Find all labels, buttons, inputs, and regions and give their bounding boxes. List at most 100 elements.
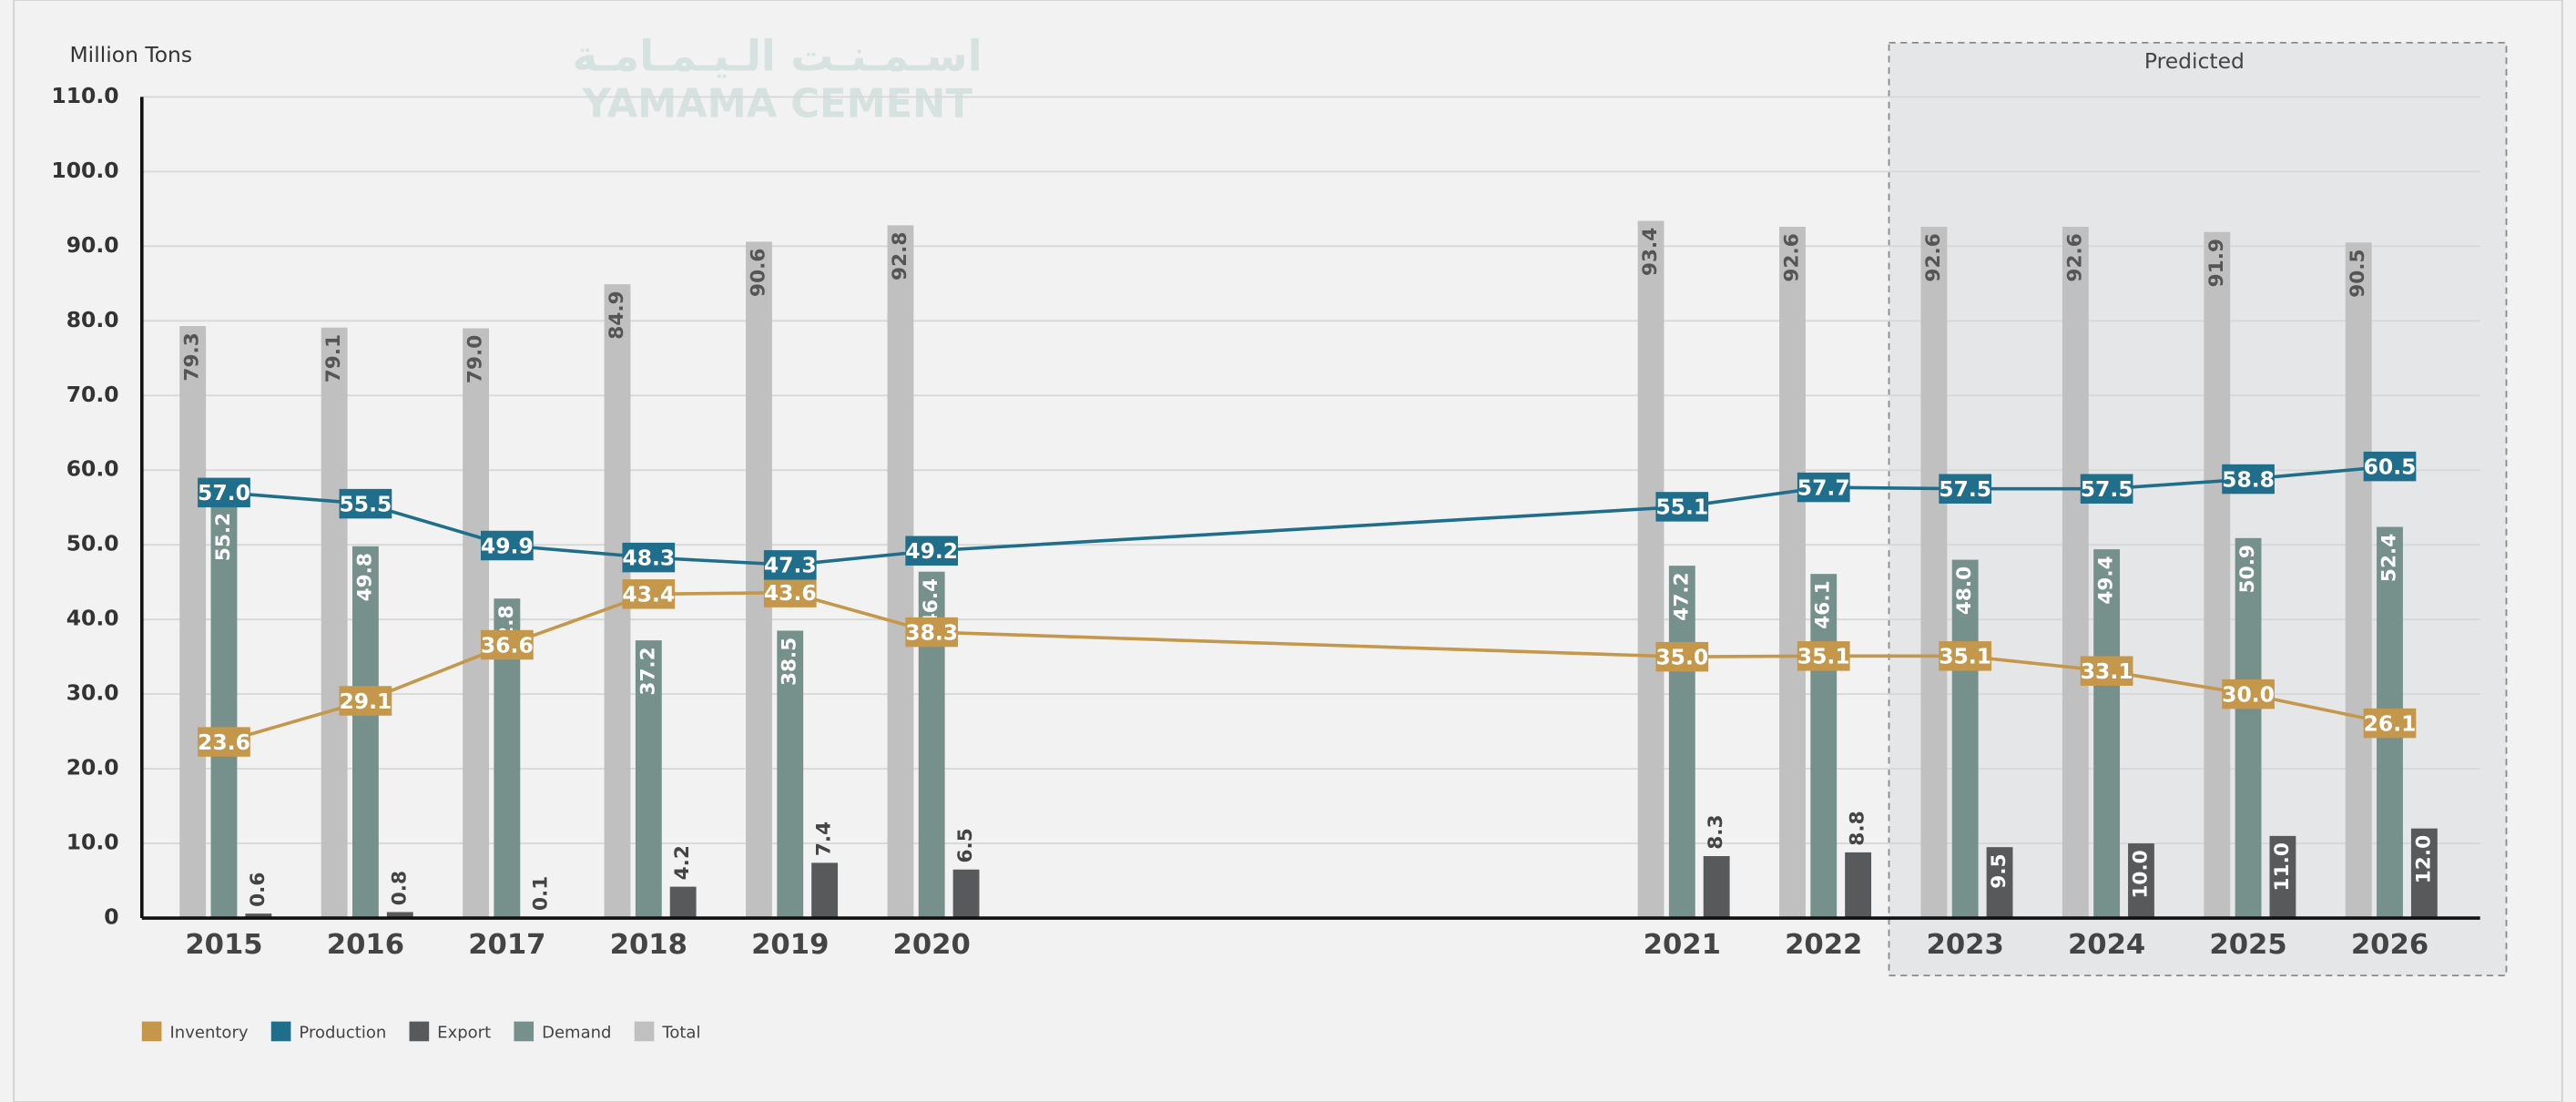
point-label-box <box>905 617 959 648</box>
value-label: 36.6 <box>481 632 534 658</box>
value-label: 57.5 <box>2081 476 2133 502</box>
legend-label: Export <box>437 1023 491 1042</box>
point-label-box <box>339 488 392 519</box>
bar <box>210 505 238 919</box>
value-label: 92.8 <box>889 232 911 281</box>
y-tick-label: 30.0 <box>66 680 119 706</box>
bar <box>2345 242 2372 919</box>
bar <box>2093 549 2121 919</box>
x-tick-label: 2020 <box>893 929 971 961</box>
value-label: 26.1 <box>2364 710 2417 736</box>
bar <box>2128 843 2154 919</box>
value-label: 84.9 <box>606 291 628 339</box>
value-label: 58.8 <box>2222 466 2275 492</box>
legend-swatch <box>634 1021 655 1042</box>
point-label-box <box>2222 464 2275 495</box>
x-tick-label: 2016 <box>327 929 404 961</box>
bar <box>1920 227 1948 919</box>
point-label-box <box>2080 474 2133 504</box>
point-label-box <box>198 477 250 508</box>
y-tick-label: 10.0 <box>66 830 119 855</box>
y-tick-label: 80.0 <box>66 307 119 332</box>
bar <box>1951 559 1979 919</box>
predicted-region <box>1888 41 2508 977</box>
bar <box>952 869 980 919</box>
point-label-box <box>481 530 534 561</box>
point-label-box <box>2222 679 2275 709</box>
value-label: 38.3 <box>905 619 958 645</box>
value-label: 7.4 <box>813 821 836 856</box>
legend-swatch <box>514 1021 535 1042</box>
value-label: 92.6 <box>1922 233 1945 281</box>
value-label: 49.8 <box>353 553 376 601</box>
x-tick-label: 2018 <box>610 929 687 961</box>
bar <box>1810 574 1838 919</box>
y-tick-label: 90.0 <box>66 232 119 258</box>
point-label-box <box>339 686 392 716</box>
value-label: 60.5 <box>2364 454 2417 479</box>
bar <box>179 326 207 919</box>
value-label: 48.0 <box>1953 566 1976 615</box>
bar <box>2269 835 2296 919</box>
bar <box>2062 227 2089 919</box>
value-label: 57.5 <box>1939 476 1991 502</box>
point-label-box <box>622 542 676 573</box>
value-label: 10.0 <box>2129 850 2152 898</box>
value-label: 4.2 <box>671 845 694 880</box>
value-label: 55.5 <box>340 491 392 516</box>
value-label: 55.2 <box>212 513 235 561</box>
value-label: 47.3 <box>764 553 817 578</box>
bar <box>777 630 804 919</box>
point-label-box <box>2363 451 2417 482</box>
legend-swatch <box>409 1021 430 1042</box>
value-label: 35.1 <box>1939 644 1991 669</box>
value-label: 46.1 <box>1812 580 1835 628</box>
value-label: 9.5 <box>1988 853 2011 888</box>
bar <box>635 640 662 919</box>
point-label-box <box>763 577 817 607</box>
logo-arabic: اسـمـنـت الـيـمـامـة <box>573 31 983 81</box>
bar <box>245 913 272 919</box>
value-label: 30.0 <box>2222 681 2275 707</box>
point-label-box <box>481 629 534 660</box>
value-label: 79.0 <box>464 335 487 383</box>
bar <box>669 886 697 919</box>
legend-label: Inventory <box>169 1023 248 1042</box>
point-label-box <box>1655 641 1709 672</box>
logo-latin: YAMAMA CEMENT <box>581 82 972 128</box>
point-label-box <box>2080 656 2133 686</box>
value-label: 43.4 <box>622 582 675 607</box>
x-tick-label: 2019 <box>751 929 829 961</box>
value-label: 6.5 <box>954 828 977 862</box>
x-tick-label: 2015 <box>185 929 262 961</box>
value-label: 55.1 <box>1655 495 1708 520</box>
y-tick-label: 70.0 <box>66 382 119 407</box>
bar <box>811 862 839 919</box>
value-label: 57.0 <box>198 480 250 505</box>
bar <box>321 327 348 919</box>
value-label: 0.1 <box>530 876 553 911</box>
value-label: 48.3 <box>622 545 675 570</box>
bar <box>2204 231 2231 919</box>
bar <box>1986 847 2013 919</box>
legend-label: Production <box>299 1023 386 1042</box>
legend-label: Demand <box>542 1023 611 1042</box>
x-tick-label: 2026 <box>2351 929 2428 961</box>
point-label-box <box>905 536 959 566</box>
x-tick-label: 2023 <box>1927 929 2004 961</box>
value-label: 8.8 <box>1847 811 1869 845</box>
value-label: 37.2 <box>636 647 659 695</box>
bar <box>887 225 914 919</box>
value-label: 49.9 <box>481 533 534 558</box>
bar <box>1845 852 1872 919</box>
legend-swatch <box>270 1021 291 1042</box>
bar <box>1637 220 1665 919</box>
value-label: 12.0 <box>2412 835 2435 883</box>
value-label: 0.6 <box>247 872 270 907</box>
bar <box>1779 227 1806 919</box>
bar <box>463 328 490 919</box>
value-label: 33.1 <box>2081 658 2133 684</box>
value-label: 92.6 <box>1780 233 1803 281</box>
value-label: 49.2 <box>905 538 958 564</box>
point-label-box <box>1939 474 1992 504</box>
